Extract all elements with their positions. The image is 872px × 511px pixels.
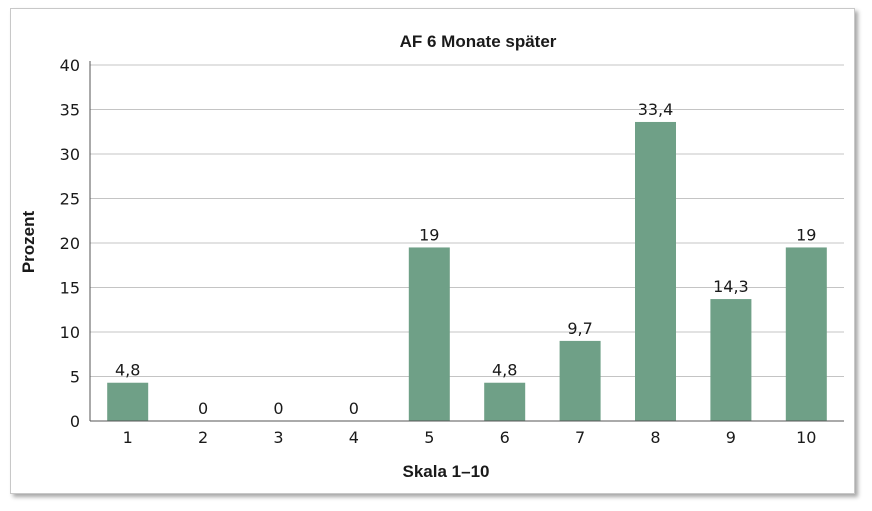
y-tick-label: 40 [60,56,80,75]
bar [710,299,752,421]
x-tick-label: 4 [349,428,359,447]
x-tick-label: 6 [500,428,510,447]
data-label: 4,8 [115,361,140,380]
bars [107,121,827,422]
data-label: 19 [419,225,439,244]
data-label: 0 [198,399,208,418]
chart-title: AF 6 Monate später [400,32,557,51]
x-tick-label: 1 [123,428,133,447]
y-tick-label: 10 [60,323,80,342]
data-labels: 4,8 0 0 0 19 4,8 9,7 33,4 14,3 19 [115,100,817,418]
y-tick-label: 0 [70,412,80,431]
gridlines [90,64,844,377]
y-tick-labels: 0 5 10 15 20 25 30 35 40 [60,56,80,431]
x-tick-label: 7 [575,428,585,447]
y-tick-label: 35 [60,101,80,120]
bar [484,382,526,421]
x-tick-labels: 1 2 3 4 5 6 7 8 9 10 [123,428,817,447]
bar [408,247,450,421]
data-label: 33,4 [638,100,674,119]
bar [107,382,149,421]
data-label: 0 [273,399,283,418]
y-tick-label: 15 [60,279,80,298]
x-tick-label: 5 [424,428,434,447]
data-label: 9,7 [567,319,592,338]
y-axis-label: Prozent [19,210,38,273]
y-tick-label: 30 [60,145,80,164]
data-label: 4,8 [492,361,517,380]
y-tick-label: 20 [60,234,80,253]
data-label: 0 [349,399,359,418]
x-tick-label: 9 [726,428,736,447]
data-label: 19 [796,225,816,244]
x-tick-label: 2 [198,428,208,447]
x-axis-label: Skala 1–10 [403,462,490,481]
x-tick-label: 8 [650,428,660,447]
y-tick-label: 5 [70,368,80,387]
chart-frame: AF 6 Monate später 0 5 10 15 20 25 30 35 40 4,8 0… [10,8,855,494]
x-tick-label: 10 [796,428,816,447]
bar [785,247,827,421]
y-tick-label: 25 [60,190,80,209]
x-tick-label: 3 [273,428,283,447]
bar [559,340,601,421]
bar [635,121,676,422]
data-label: 14,3 [713,277,749,296]
